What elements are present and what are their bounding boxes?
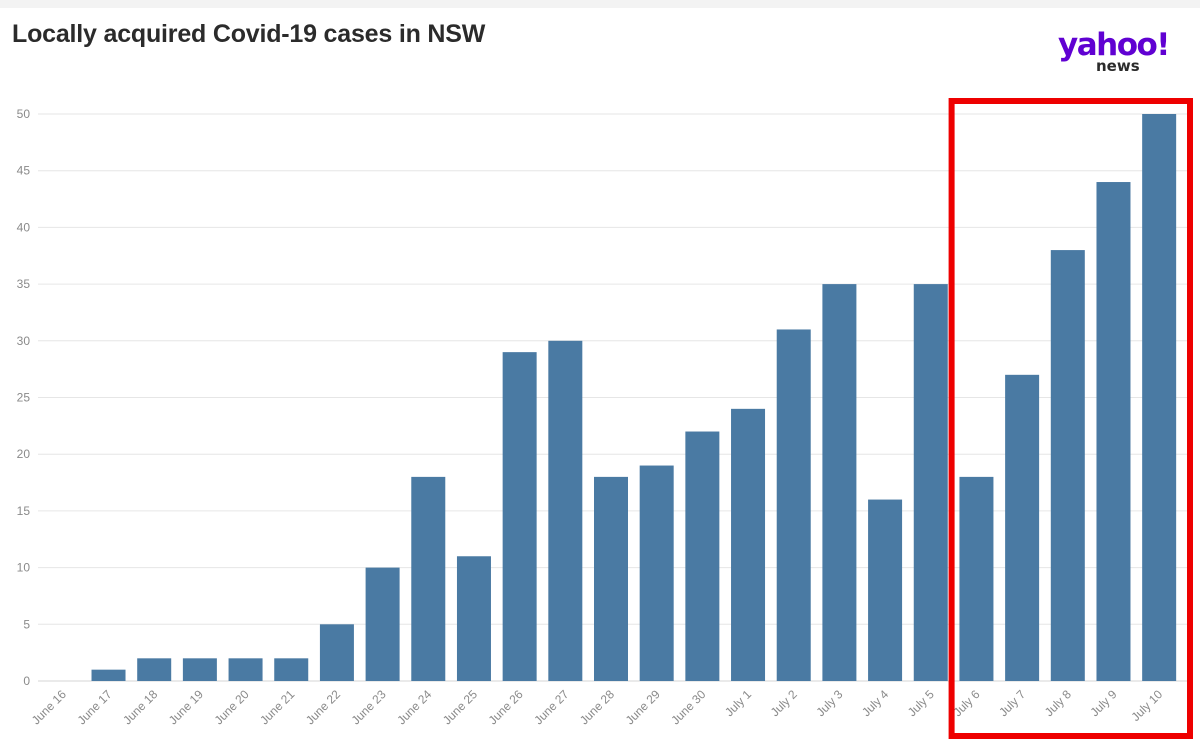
bar — [137, 658, 172, 681]
gridlines — [38, 113, 1188, 682]
bars — [91, 114, 1177, 682]
x-tick-label: June 29 — [623, 687, 663, 727]
bar — [182, 658, 217, 681]
bar — [594, 476, 628, 681]
bar — [913, 284, 948, 681]
y-tick-label: 30 — [17, 334, 31, 348]
bar — [91, 669, 126, 681]
x-axis-ticks: June 16 June 17 June 18 June 19 June 20 June … — [29, 687, 1166, 727]
bar — [1096, 182, 1131, 682]
bar — [1142, 114, 1177, 681]
chart-title: Locally acquired Covid-19 cases in NSW — [12, 20, 486, 48]
x-tick-label: July 4 — [859, 687, 891, 719]
y-tick-label: 10 — [17, 561, 31, 575]
x-tick-label: July 3 — [813, 687, 845, 719]
y-tick-label: 40 — [17, 220, 31, 234]
bar — [1005, 374, 1040, 681]
bar — [731, 408, 766, 681]
x-tick-label: June 24 — [394, 687, 434, 727]
x-tick-label: June 22 — [303, 687, 343, 727]
y-tick-label: 20 — [17, 447, 31, 461]
yahoo-news-logo: yahoo! news — [1058, 30, 1170, 80]
x-tick-label: June 17 — [75, 687, 115, 727]
x-tick-label: June 18 — [120, 687, 160, 727]
logo-brand: yahoo! — [1058, 27, 1170, 63]
x-tick-label: July 7 — [996, 687, 1028, 719]
x-tick-label: July 8 — [1042, 687, 1074, 719]
x-tick-label: June 21 — [257, 687, 297, 727]
x-tick-label: June 23 — [349, 687, 389, 727]
bar — [822, 284, 857, 681]
bar — [776, 329, 811, 681]
bar — [456, 556, 491, 681]
bar — [411, 476, 446, 681]
bar — [959, 476, 994, 681]
y-tick-label: 15 — [17, 504, 31, 518]
x-tick-label: June 25 — [440, 687, 480, 727]
x-tick-label: July 9 — [1088, 687, 1120, 719]
bar — [228, 658, 263, 681]
x-tick-label: June 20 — [212, 687, 252, 727]
x-tick-label: June 19 — [166, 687, 206, 727]
logo-sub: news — [1096, 57, 1140, 75]
top-strip — [0, 0, 1200, 8]
x-tick-label: July 5 — [905, 687, 937, 719]
y-tick-label: 50 — [17, 107, 31, 121]
bar — [274, 658, 309, 681]
bar — [548, 340, 583, 681]
x-tick-label: June 16 — [29, 687, 69, 727]
x-tick-label: June 30 — [668, 687, 708, 727]
y-tick-label: 5 — [23, 617, 30, 631]
y-tick-label: 45 — [17, 164, 31, 178]
y-tick-label: 0 — [23, 674, 30, 688]
x-tick-label: July 2 — [768, 687, 800, 719]
y-axis-ticks: 0 5 10 15 20 25 30 35 40 45 50 — [17, 107, 31, 688]
x-tick-label: July 10 — [1128, 687, 1165, 724]
y-tick-label: 35 — [17, 277, 31, 291]
bar — [502, 352, 537, 681]
x-tick-label: June 27 — [531, 687, 571, 727]
bar — [365, 567, 400, 681]
bar — [319, 624, 354, 681]
x-tick-label: June 28 — [577, 687, 617, 727]
x-tick-label: July 1 — [722, 687, 754, 719]
bar — [685, 431, 720, 681]
highlight-box — [948, 98, 1193, 739]
x-tick-label: June 26 — [486, 687, 526, 727]
x-tick-label: July 6 — [950, 687, 982, 719]
bar — [868, 499, 903, 681]
bar — [639, 465, 674, 681]
y-tick-label: 25 — [17, 391, 31, 405]
bar — [1050, 250, 1085, 681]
